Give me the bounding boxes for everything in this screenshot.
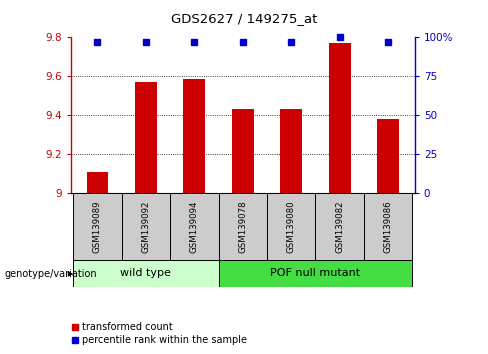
Bar bbox=[364, 193, 412, 260]
Bar bbox=[315, 193, 364, 260]
Bar bbox=[219, 260, 412, 287]
Bar bbox=[135, 82, 157, 193]
Bar bbox=[219, 193, 267, 260]
Bar bbox=[377, 119, 399, 193]
Text: genotype/variation: genotype/variation bbox=[5, 269, 98, 279]
Text: POF null mutant: POF null mutant bbox=[270, 268, 361, 279]
Bar bbox=[170, 193, 219, 260]
Bar bbox=[280, 109, 302, 193]
Text: GSM139092: GSM139092 bbox=[142, 200, 150, 253]
Text: GSM139086: GSM139086 bbox=[384, 200, 393, 253]
Bar bbox=[86, 171, 108, 193]
Bar bbox=[267, 193, 315, 260]
Text: wild type: wild type bbox=[121, 268, 171, 279]
Legend: transformed count, percentile rank within the sample: transformed count, percentile rank withi… bbox=[68, 319, 251, 349]
Bar bbox=[329, 43, 350, 193]
Text: GSM139094: GSM139094 bbox=[190, 200, 199, 253]
Bar bbox=[232, 109, 254, 193]
Text: GSM139082: GSM139082 bbox=[335, 200, 344, 253]
Text: GSM139089: GSM139089 bbox=[93, 200, 102, 253]
Text: GSM139080: GSM139080 bbox=[287, 200, 296, 253]
Bar bbox=[73, 260, 219, 287]
Bar bbox=[183, 79, 205, 193]
Text: GSM139078: GSM139078 bbox=[238, 200, 247, 253]
Bar bbox=[122, 193, 170, 260]
Text: GDS2627 / 149275_at: GDS2627 / 149275_at bbox=[171, 12, 317, 25]
Bar bbox=[73, 193, 122, 260]
